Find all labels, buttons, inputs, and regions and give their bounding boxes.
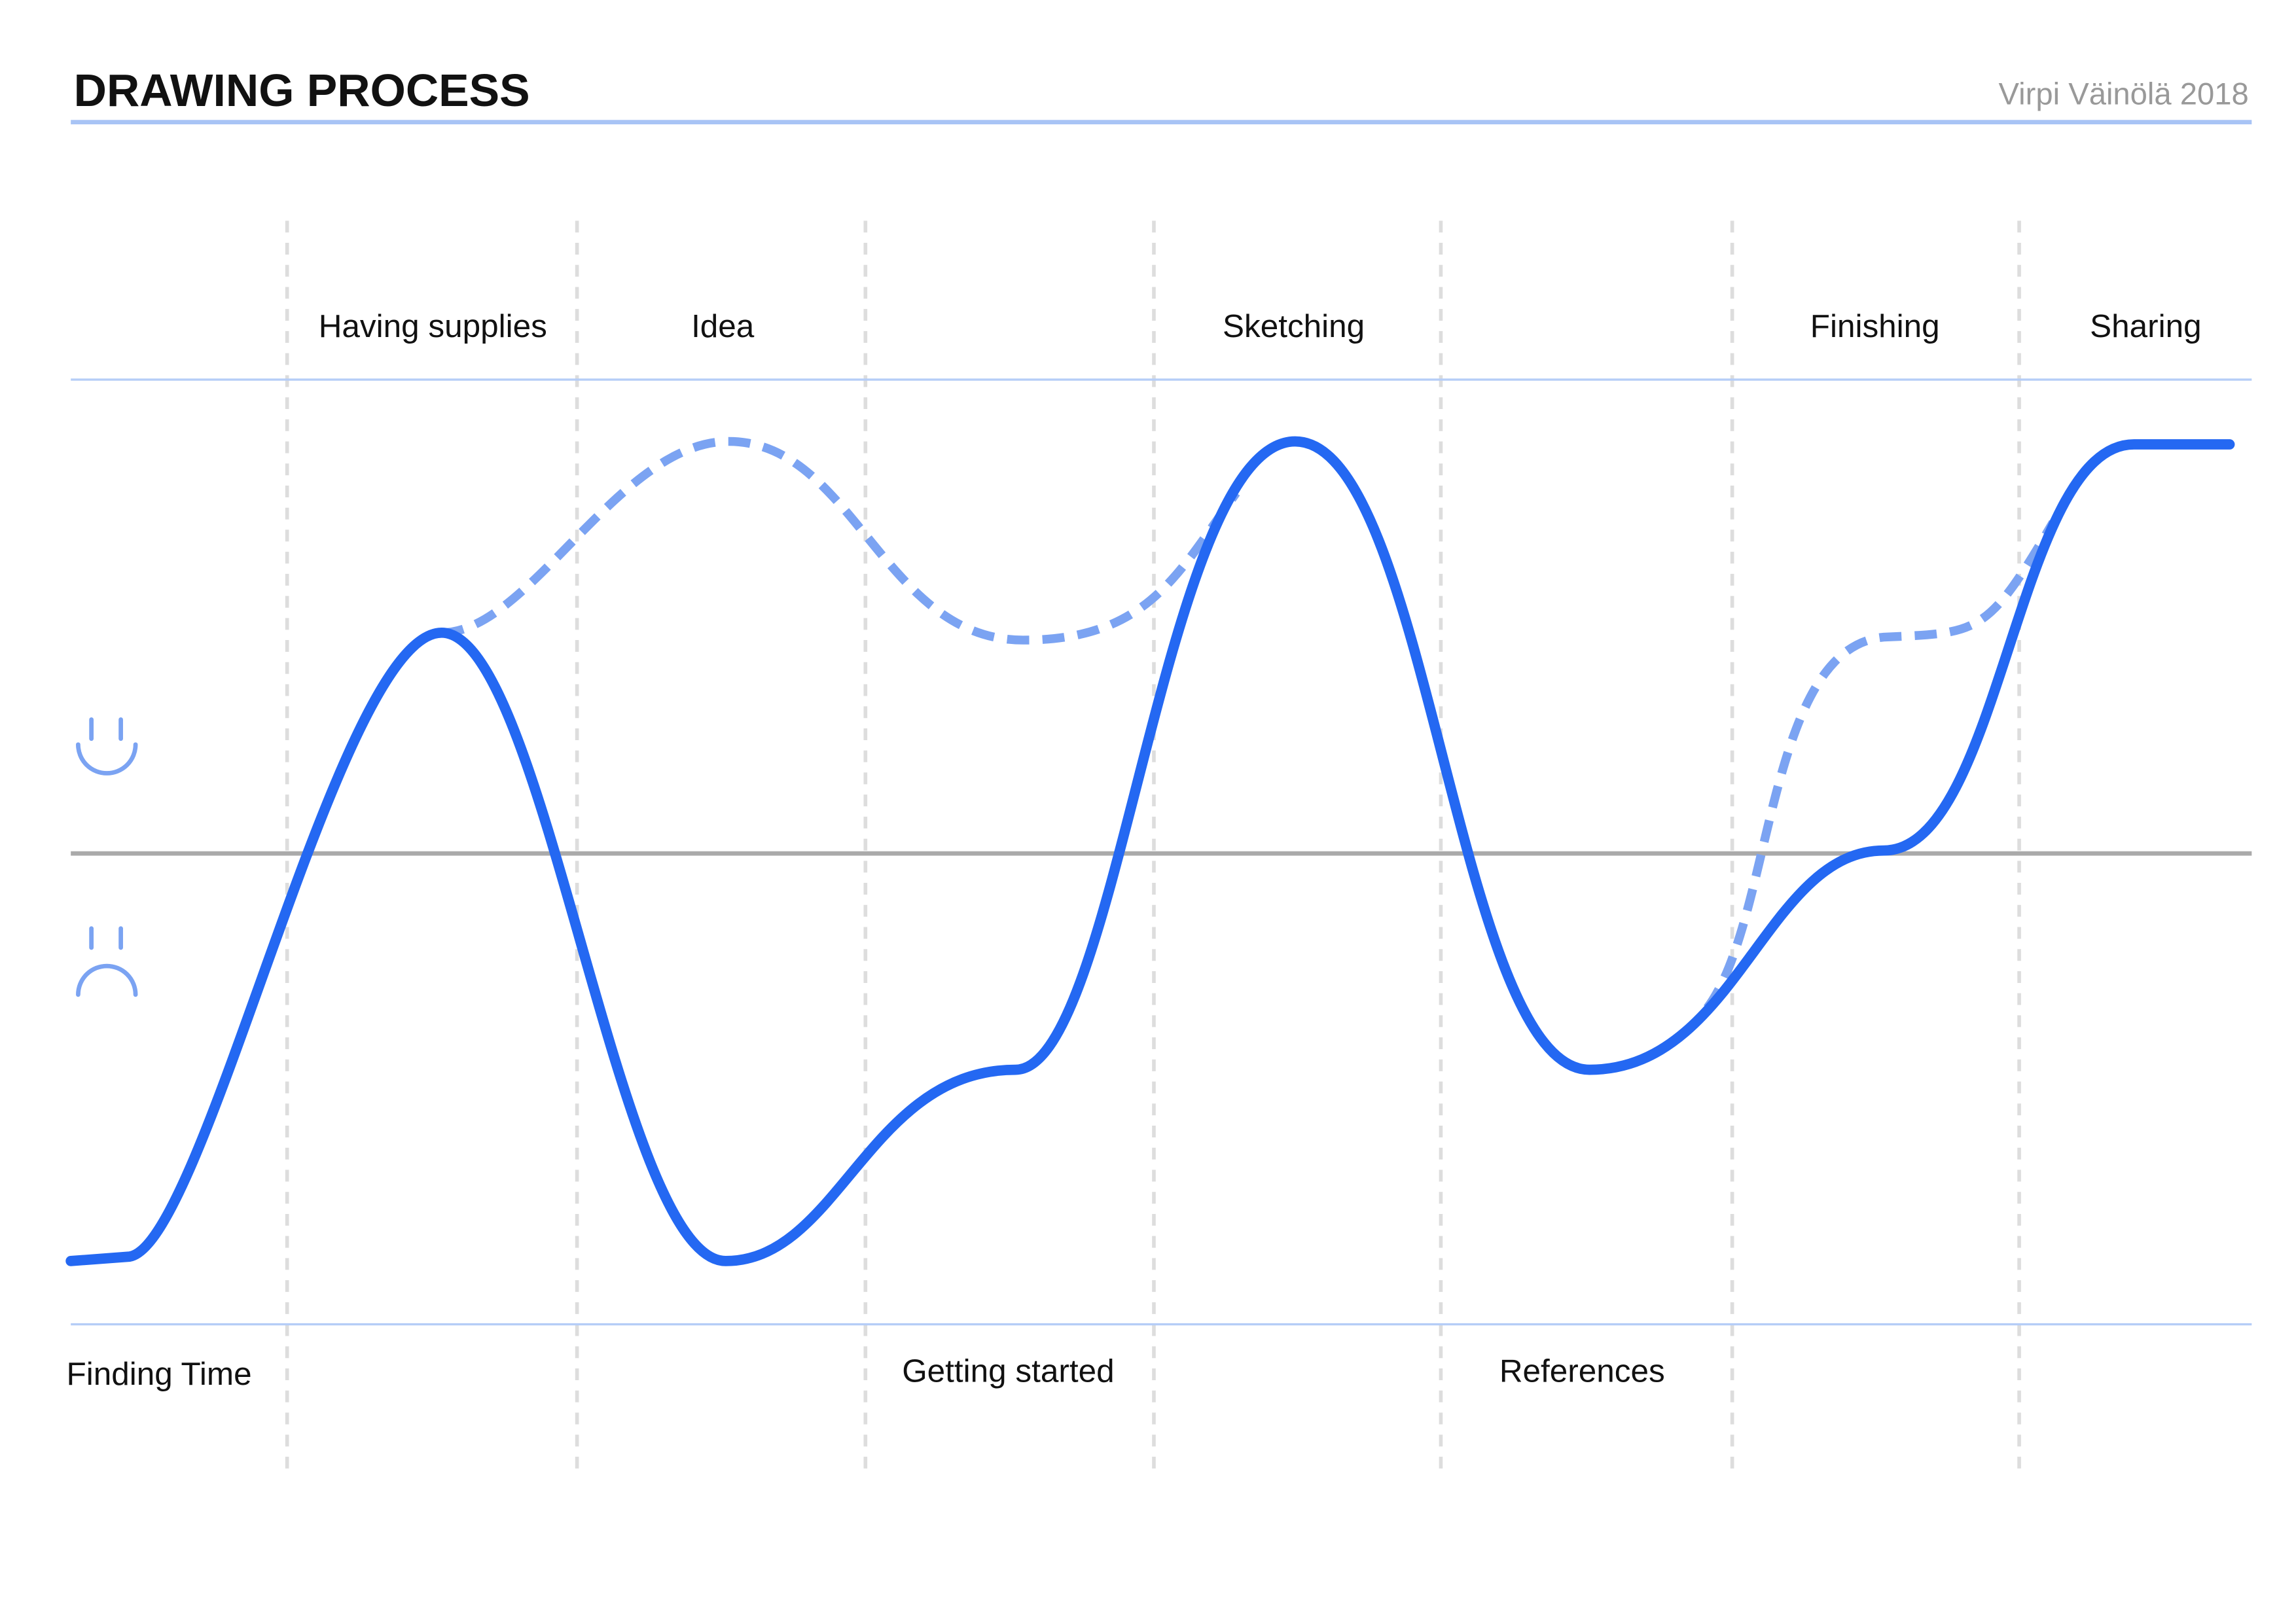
stage-dividers	[285, 221, 2021, 1479]
alternative-curve	[441, 437, 1240, 645]
mood-curve	[65, 436, 2235, 1266]
title: DRAWING PROCESS	[74, 65, 530, 116]
sad-face	[76, 926, 138, 997]
stage-label: Finishing	[1810, 308, 1940, 344]
stage-label: Getting started	[902, 1353, 1114, 1389]
stage-label: References	[1499, 1353, 1665, 1389]
stage-label: Idea	[691, 308, 755, 344]
stage-label: Having supplies	[319, 308, 547, 344]
stage-label: Sharing	[2090, 308, 2201, 344]
credit: Virpi Väinölä 2018	[1999, 77, 2249, 112]
happy-face	[76, 717, 138, 776]
stage-label: Sketching	[1223, 308, 1365, 344]
alternative-curve	[1703, 520, 2057, 1011]
stage-label: Finding Time	[67, 1356, 252, 1392]
